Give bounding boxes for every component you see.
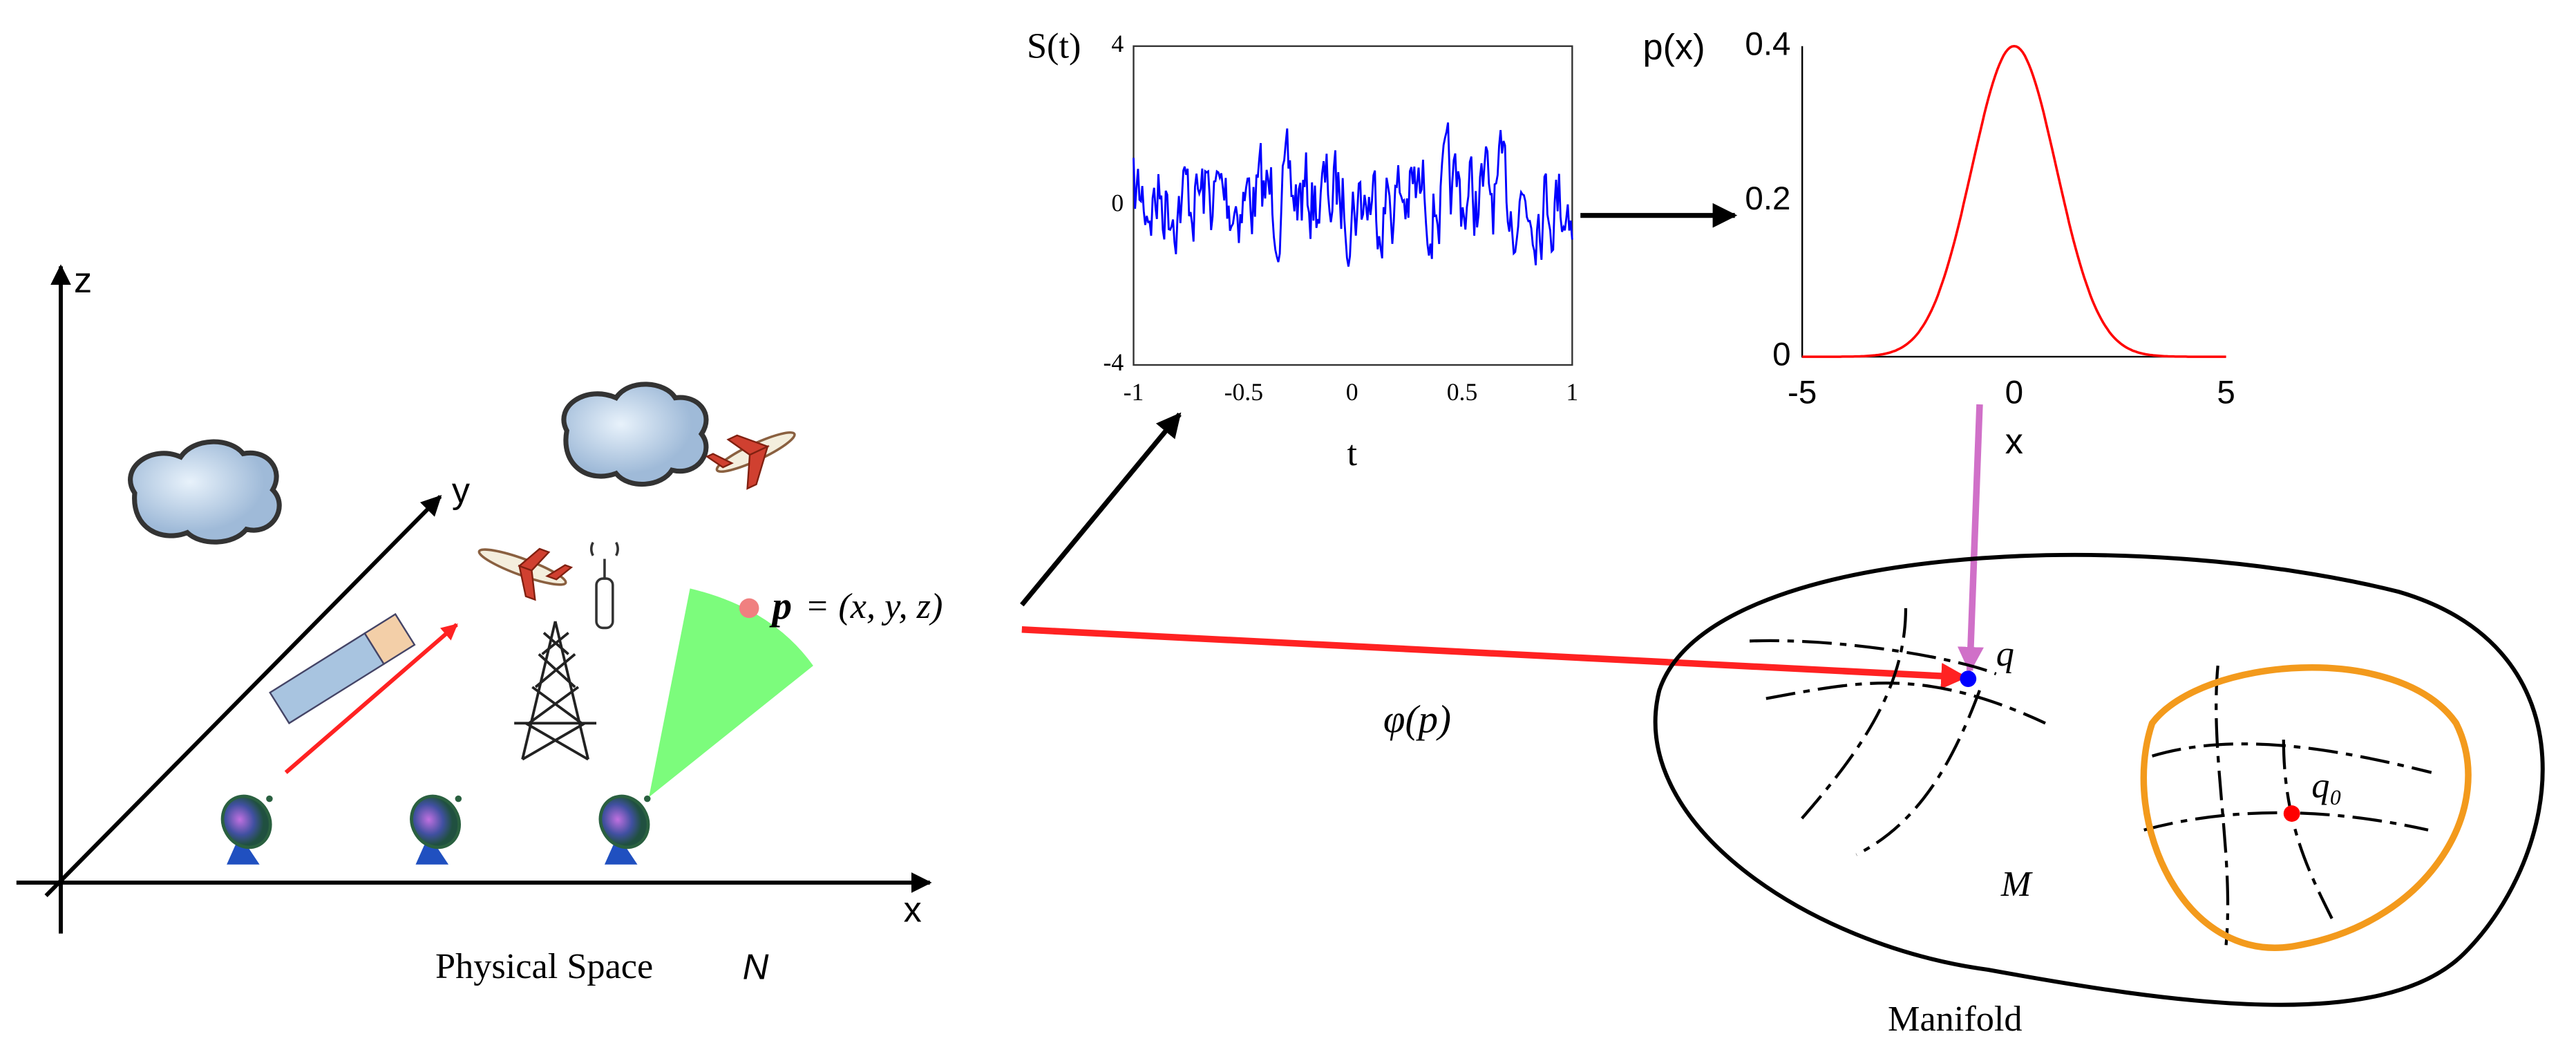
dish-part (227, 834, 260, 865)
arrow (1957, 404, 1984, 674)
coordinate-lines-part (2143, 811, 2429, 832)
physical-axes (16, 264, 932, 934)
plot-frame (1133, 45, 1573, 366)
x-tick-label: 1 (1566, 378, 1578, 406)
axis-label: x (904, 890, 922, 930)
caption: Manifold (1888, 999, 2023, 1039)
chart-region (2140, 664, 2472, 951)
density-curve (1802, 44, 2226, 358)
motion-arrow (284, 623, 458, 774)
manifold-symbol: M (2000, 864, 2033, 904)
vehicle (269, 612, 416, 724)
coordinate-lines-part (1797, 608, 1908, 823)
space-symbol: N (743, 948, 769, 988)
x-tick-label: 0.5 (1447, 378, 1478, 406)
airplane-part (518, 547, 574, 601)
tower-part (514, 621, 597, 761)
x-tick-label: -1 (1124, 378, 1144, 406)
antenna-part (595, 577, 614, 630)
point-p (739, 598, 759, 619)
physical-axes-part (44, 495, 442, 898)
y-tick-label: 0 (1111, 189, 1124, 217)
signal-line (1133, 122, 1573, 267)
cloud-part (561, 382, 709, 487)
coordinate-lines (1750, 608, 2432, 946)
y-tick-label: 0 (1772, 337, 1790, 373)
airplane-part (705, 434, 770, 490)
dish-part (220, 794, 272, 849)
antenna-part (589, 541, 619, 556)
x-label: x (2005, 422, 2023, 462)
coordinate-lines-part (1855, 690, 1981, 856)
mapping-arrow (1021, 626, 1968, 690)
x-tick-label: 0 (1346, 378, 1358, 406)
coordinate-lines-part (2282, 740, 2335, 921)
y-tick-label: 0.2 (1745, 180, 1790, 217)
y-label: p(x) (1643, 27, 1705, 67)
mapping-label: φ(p) (1383, 697, 1451, 741)
plot-axes (1801, 46, 2226, 358)
cloud (128, 439, 282, 545)
y-label: S(t) (1027, 26, 1081, 66)
y-tick-label: 0.4 (1745, 26, 1790, 62)
coordinate-lines-part (2215, 665, 2230, 946)
y-tick-label: -4 (1104, 348, 1124, 376)
vehicle-part (363, 612, 416, 666)
antenna (589, 541, 619, 630)
axis-label: z (74, 261, 92, 301)
beam (649, 588, 813, 798)
point-symbol: p (768, 584, 792, 628)
coordinate-lines-part (2151, 742, 2432, 774)
airplane (705, 431, 796, 490)
caption: Physical Space (435, 946, 653, 986)
point-label: q₀ (2311, 765, 2342, 805)
coordinate-lines-part (1750, 639, 1997, 675)
dish-part (644, 795, 651, 802)
dish-part (415, 834, 449, 865)
x-tick-label: 0 (2005, 374, 2023, 411)
vehicle-part (269, 632, 386, 724)
dish-part (410, 794, 461, 849)
dish-part (455, 795, 462, 802)
point-coords: = (x, y, z) (805, 586, 943, 626)
coordinate-lines-part (1765, 682, 2046, 725)
point-q0 (2283, 805, 2300, 822)
tower (514, 621, 597, 761)
point-q (1960, 670, 1977, 687)
dish (598, 794, 651, 865)
dish-part (604, 834, 638, 865)
dish-part (598, 794, 650, 849)
tick-labels: 0.40.20-5 0 5 (1745, 26, 2235, 411)
dish (220, 794, 273, 865)
manifold-outline (1653, 552, 2545, 1007)
axis-label: y (452, 471, 471, 511)
dish-part (266, 795, 273, 802)
cloud-part (128, 439, 282, 545)
dish (410, 794, 462, 865)
cloud (561, 382, 709, 487)
x-tick-label: -0.5 (1224, 378, 1263, 406)
y-tick-label: 4 (1111, 30, 1124, 57)
x-tick-label: -5 (1788, 374, 1817, 411)
x-label: t (1347, 433, 1357, 473)
point-label: q (1996, 634, 2014, 674)
airplane (477, 547, 574, 601)
x-tick-label: 5 (2217, 374, 2235, 411)
arrow (1020, 412, 1182, 607)
tick-labels: 4 0 -4-1 -0.5 0 0.5 1 (1104, 30, 1579, 406)
